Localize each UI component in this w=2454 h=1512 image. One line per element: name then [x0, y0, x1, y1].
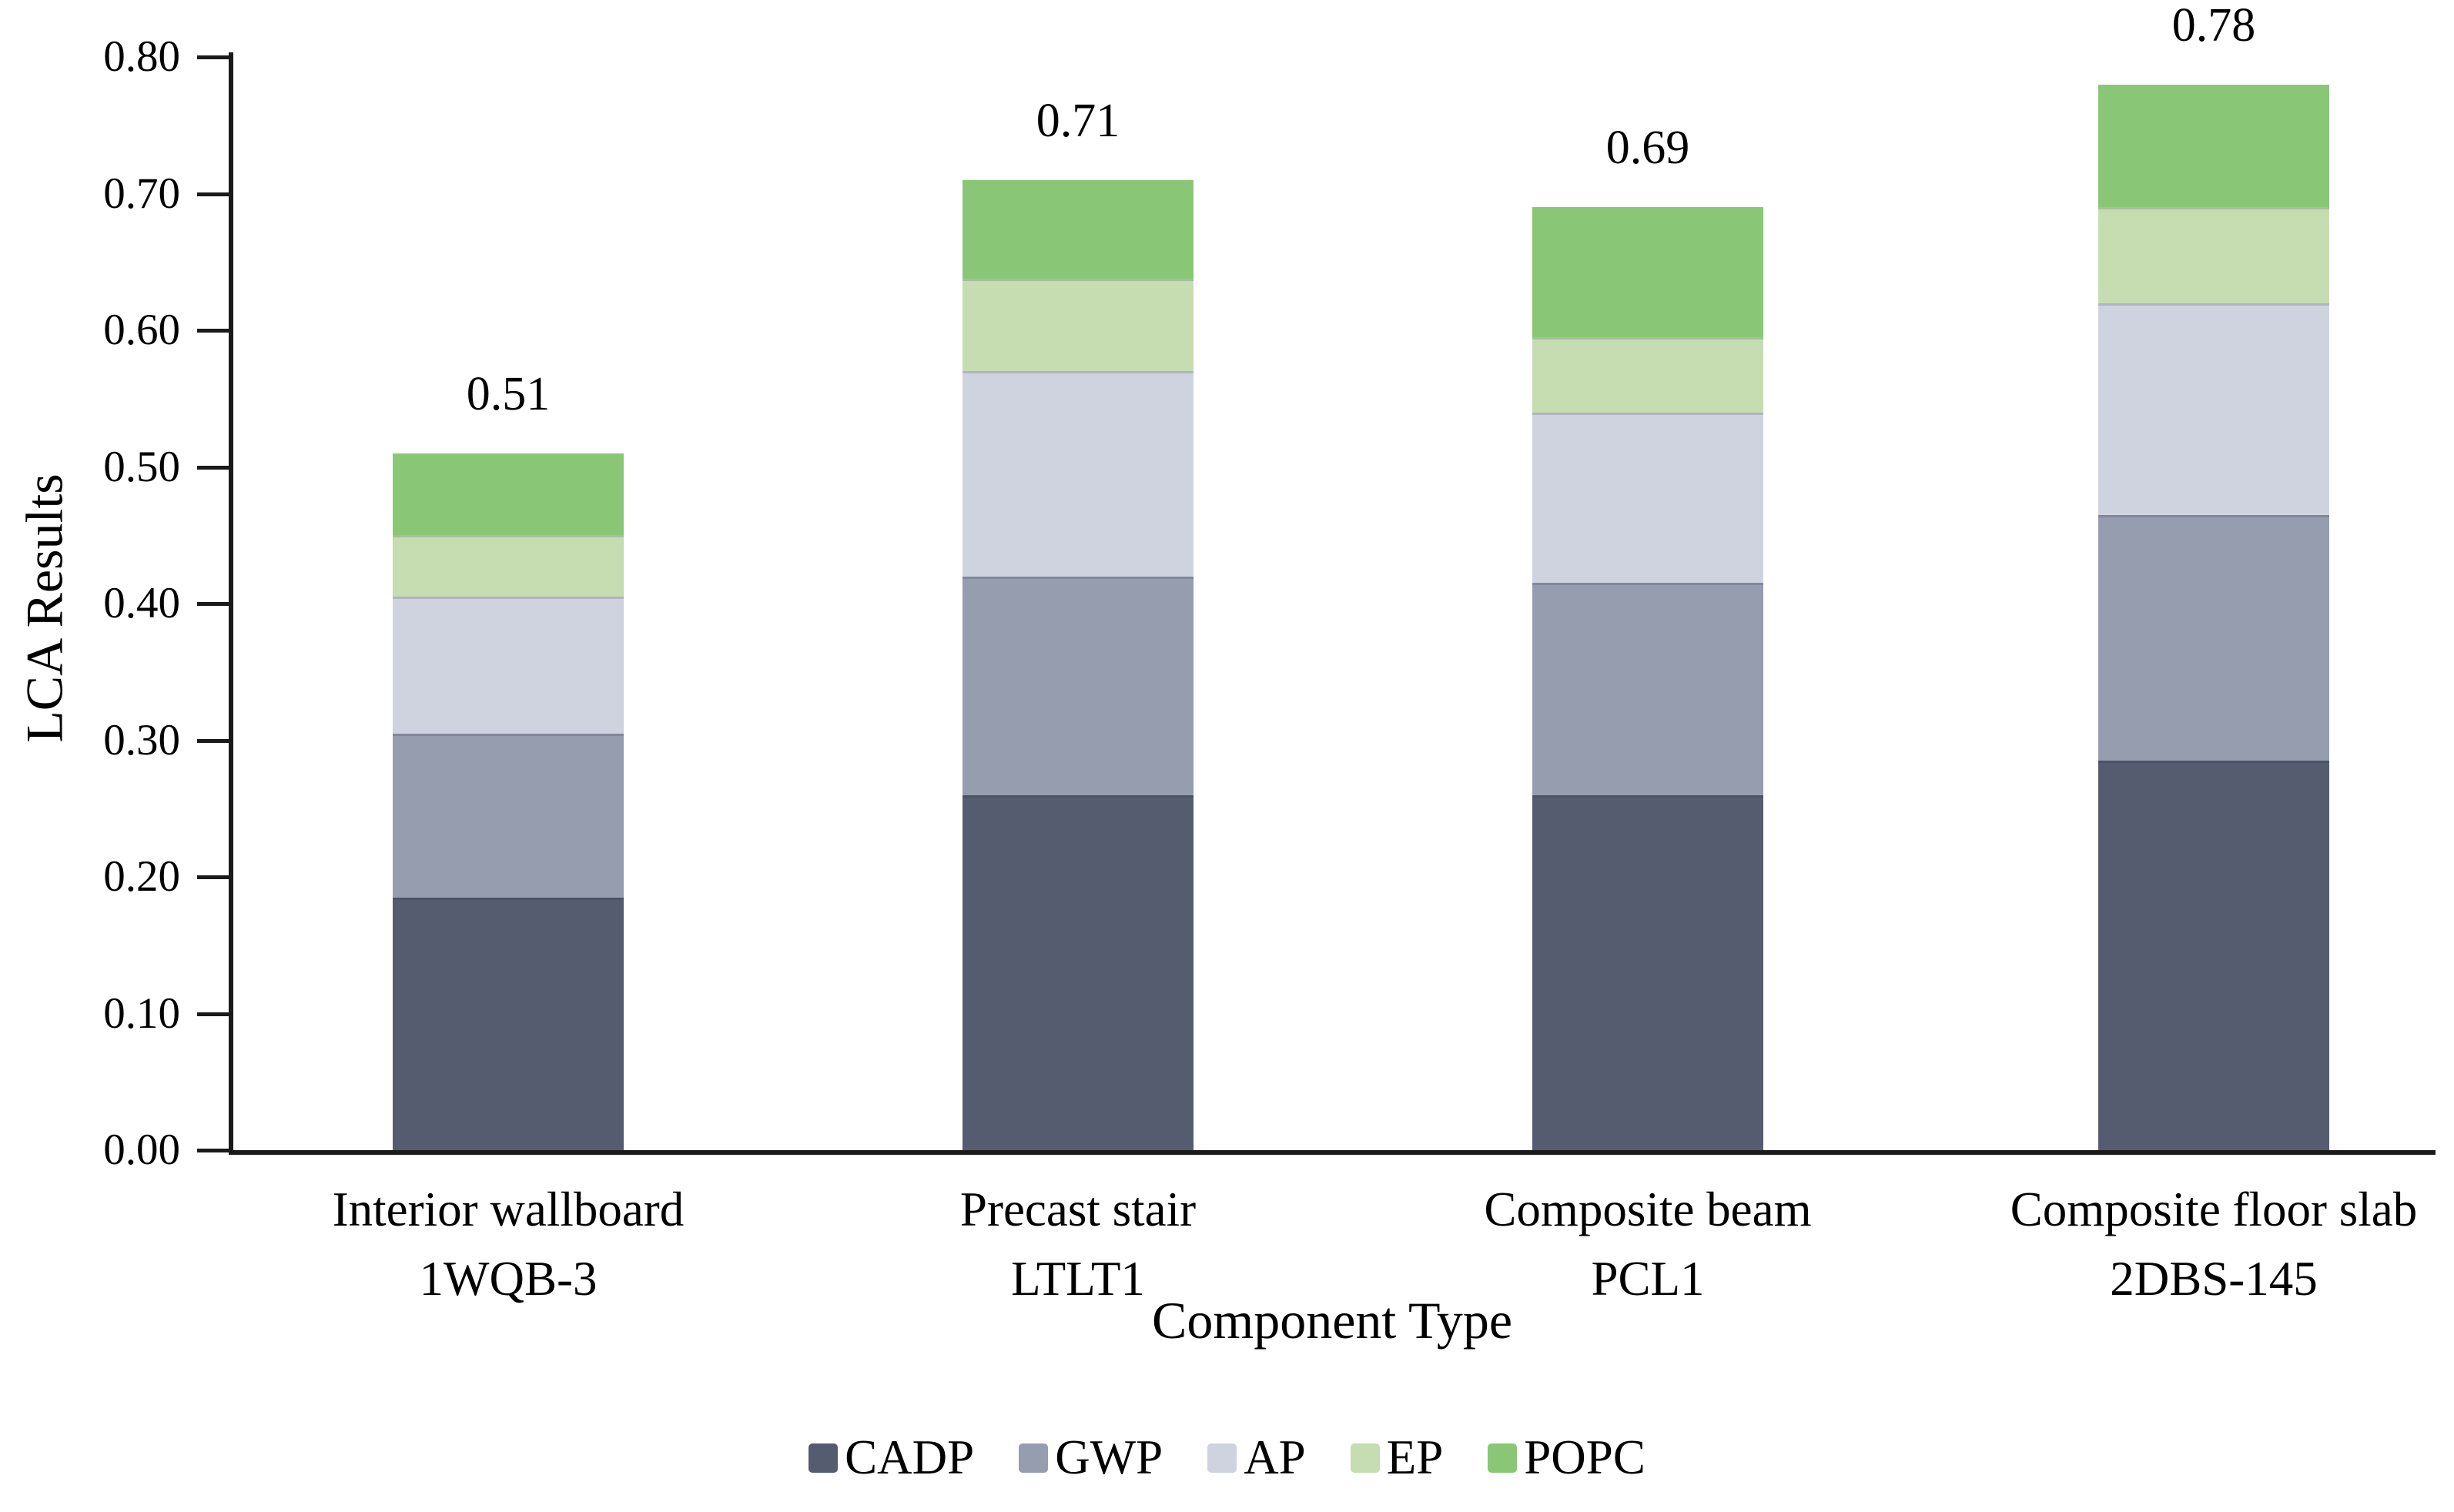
y-axis-tick: [197, 738, 231, 743]
bar-segment-ep: [2098, 207, 2329, 303]
x-axis-line: [229, 1150, 2436, 1155]
y-tick-label: 0.30: [103, 715, 180, 764]
y-axis-tick: [197, 329, 231, 333]
category-name: Composite beam: [1484, 1183, 1812, 1236]
legend-label: EP: [1386, 1430, 1444, 1484]
legend-label: POPC: [1524, 1430, 1645, 1484]
y-axis-tick: [197, 602, 231, 606]
legend-item-ap: AP: [1207, 1433, 1306, 1482]
bar-segment-ep: [963, 278, 1194, 372]
y-tick-label: 0.70: [103, 169, 180, 218]
y-tick-label: 0.60: [103, 306, 180, 354]
bar-segment-ep: [1532, 336, 1763, 413]
legend-swatch-icon: [809, 1443, 839, 1473]
legend-label: CADP: [845, 1430, 975, 1484]
y-axis-tick: [197, 1149, 231, 1152]
category-name: Interior wallboard: [332, 1183, 685, 1236]
legend-swatch-icon: [1350, 1443, 1380, 1473]
legend-swatch-icon: [1019, 1443, 1049, 1473]
y-tick-label: 0.40: [103, 579, 180, 627]
category-label: Composite beam PCL1: [1301, 1175, 1994, 1313]
category-code: PCL1: [1591, 1252, 1705, 1306]
legend-label: AP: [1244, 1430, 1306, 1484]
bar-segment-ap: [393, 597, 624, 734]
y-tick-label: 0.50: [103, 442, 180, 491]
bar-segment-gwp: [1532, 583, 1763, 795]
bar-segment-cadp: [963, 794, 1194, 1150]
y-tick-label: 0.80: [103, 32, 180, 81]
bar-segment-ap: [963, 371, 1194, 577]
y-axis-tick: [197, 875, 231, 879]
category-label: Precast stair LTLT1: [732, 1175, 1425, 1313]
legend: CADP GWP AP EP POPC: [0, 1433, 2454, 1482]
bar-total-label: 0.71: [1036, 94, 1120, 147]
bar-segment-gwp: [2098, 514, 2329, 761]
category-label: Composite floor slab 2DBS-145: [1867, 1175, 2454, 1313]
bar-segment-popc: [963, 179, 1194, 279]
legend-swatch-icon: [1488, 1443, 1518, 1473]
category-name: Composite floor slab: [2010, 1183, 2418, 1236]
legend-swatch-icon: [1207, 1443, 1237, 1473]
y-axis-tick: [197, 55, 231, 59]
bar-segment-gwp: [393, 733, 624, 898]
category-code: LTLT1: [1011, 1252, 1145, 1306]
y-axis-tick: [197, 1012, 231, 1016]
legend-item-popc: POPC: [1488, 1433, 1645, 1482]
bar-segment-gwp: [963, 576, 1194, 795]
legend-item-ep: EP: [1350, 1430, 1444, 1484]
y-axis-title: LCA Results: [15, 473, 74, 743]
category-name: Precast stair: [959, 1183, 1197, 1236]
y-axis-line: [229, 52, 233, 1155]
legend-item-gwp: GWP: [1019, 1433, 1163, 1482]
bar-segment-popc: [2098, 84, 2329, 208]
category-label: Interior wallboard 1WQB-3: [162, 1175, 855, 1313]
bar-total-label: 0.51: [466, 367, 551, 420]
bar-segment-cadp: [1532, 794, 1763, 1150]
category-code: 1WQB-3: [419, 1252, 598, 1306]
legend-label: GWP: [1055, 1430, 1163, 1484]
y-tick-label: 0.00: [103, 1126, 180, 1174]
y-axis-tick: [197, 465, 231, 470]
x-axis-title: Component Type: [1151, 1291, 1513, 1350]
bar-segment-ep: [393, 535, 624, 597]
bar-segment-cadp: [2098, 761, 2329, 1150]
y-tick-label: 0.20: [103, 852, 180, 901]
category-code: 2DBS-145: [2110, 1252, 2318, 1306]
bar-segment-ap: [1532, 412, 1763, 584]
y-axis-tick: [197, 192, 231, 196]
bar-total-label: 0.69: [1605, 122, 1690, 175]
bar-total-label: 0.78: [2171, 0, 2256, 52]
y-tick-label: 0.10: [103, 988, 180, 1038]
bar-segment-ap: [2098, 303, 2329, 515]
legend-item-cadp: CADP: [809, 1433, 974, 1482]
bar-segment-cadp: [393, 897, 624, 1150]
bar-segment-popc: [1532, 207, 1763, 337]
bar-segment-popc: [393, 453, 624, 536]
